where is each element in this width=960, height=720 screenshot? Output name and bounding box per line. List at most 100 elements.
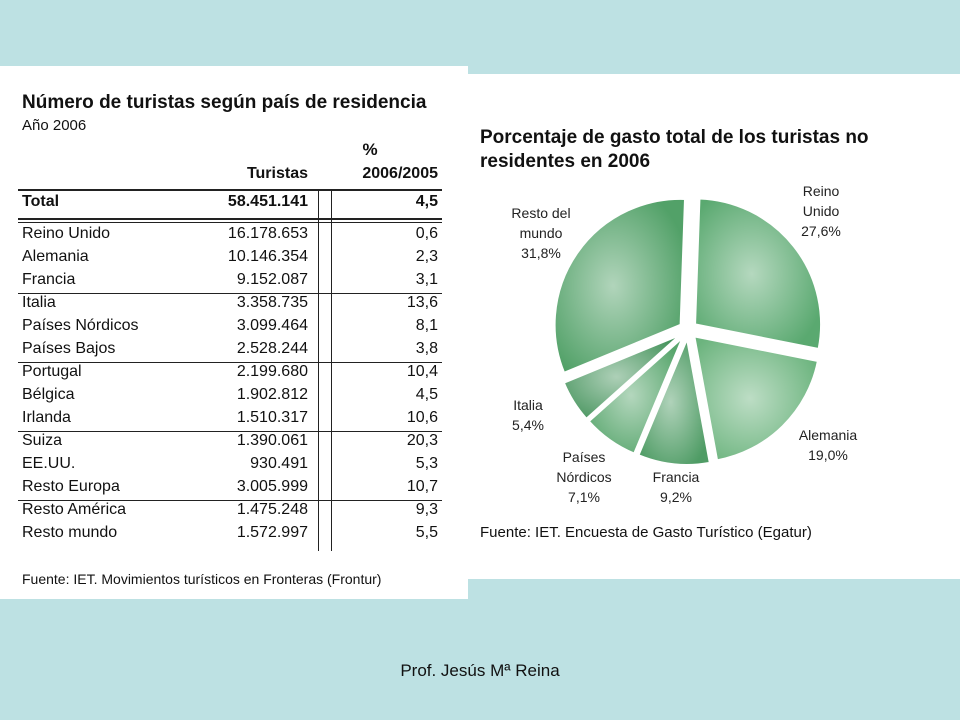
pie-slice-highlight	[638, 338, 710, 465]
pie-slice-label: Alemania 19,0%	[799, 427, 858, 463]
pie-slice-label-line: 5,4%	[512, 417, 544, 433]
chart-title: Porcentaje de gasto total de los turista…	[480, 127, 869, 172]
pie-slice-label: Resto del mundo 31,8%	[511, 205, 570, 261]
row-turistas: 2.199.680	[236, 363, 308, 380]
row-percent: 4,5	[415, 193, 438, 210]
column-header-percent: 2006/2005	[362, 165, 438, 182]
pie-slice-label-line: Países	[563, 449, 606, 465]
table-title: Número de turistas según país de residen…	[22, 92, 427, 113]
row-name: EE.UU.	[22, 455, 76, 472]
row-name: Reino Unido	[22, 225, 111, 242]
pie-slice-label-line: Reino	[803, 183, 840, 199]
row-name: Resto mundo	[22, 524, 118, 541]
table-row: Francia 9.152.087 3,1	[22, 271, 438, 294]
table-group-rule	[18, 500, 442, 501]
pie-chart: Reino Unido 27,6% Alemania 19,0% Francia 9,2% P…	[511, 183, 858, 505]
row-percent: 10,6	[406, 409, 438, 426]
table-row: Resto mundo 1.572.997 5,5	[22, 524, 438, 547]
table-subtitle: Año 2006	[22, 117, 87, 134]
table-row: Bélgica 1.902.812 4,5	[22, 386, 438, 409]
table-row: Reino Unido 16.178.653 0,6	[22, 225, 438, 248]
row-turistas: 10.146.354	[227, 248, 308, 265]
table-group-rule	[18, 362, 442, 363]
row-name: Total	[22, 193, 60, 210]
table-group-rule	[18, 293, 442, 294]
pie-slice-highlight	[554, 198, 686, 373]
row-percent: 5,5	[415, 524, 438, 541]
table-row: Portugal 2.199.680 10,4	[22, 363, 438, 386]
row-turistas: 1.475.248	[236, 501, 308, 518]
table-row: Irlanda 1.510.317 10,6	[22, 409, 438, 432]
row-percent: 10,7	[406, 478, 438, 495]
row-turistas: 2.528.244	[236, 340, 308, 357]
pie-slice-label: Italia 5,4%	[512, 397, 544, 433]
row-turistas: 9.152.087	[236, 271, 308, 288]
footer-author: Prof. Jesús Mª Reina	[400, 661, 560, 680]
table-row: Resto América 1.475.248 9,3	[22, 501, 438, 524]
row-name: Países Nórdicos	[22, 317, 139, 334]
row-turistas: 1.902.812	[236, 386, 308, 403]
table-source: Fuente: IET. Movimientos turísticos en F…	[22, 571, 382, 587]
row-name: Resto Europa	[22, 478, 120, 495]
row-percent: 2,3	[415, 248, 438, 265]
row-name: Bélgica	[22, 386, 75, 403]
table-panel	[0, 66, 468, 599]
pie-slice-label-line: 19,0%	[808, 447, 848, 463]
row-turistas: 58.451.141	[227, 193, 308, 210]
row-percent: 13,6	[406, 294, 438, 311]
row-turistas: 3.005.999	[236, 478, 308, 495]
row-turistas: 16.178.653	[227, 225, 308, 242]
table-row: Italia 3.358.735 13,6	[22, 294, 438, 317]
row-name: Italia	[22, 294, 56, 311]
table-total-rule	[18, 218, 442, 220]
row-percent: 9,3	[415, 501, 438, 518]
row-name: Alemania	[22, 248, 89, 265]
row-name: Francia	[22, 271, 76, 288]
pie-slice-label: Países Nórdicos 7,1%	[556, 449, 611, 505]
pie-slice-label-line: Unido	[803, 203, 840, 219]
pie-slice-label-line: mundo	[520, 225, 563, 241]
row-percent: 0,6	[415, 225, 438, 242]
row-percent: 10,4	[406, 363, 438, 380]
table-row: Suiza 1.390.061 20,3	[22, 432, 438, 455]
row-turistas: 3.358.735	[236, 294, 308, 311]
pie-slice-highlight	[563, 334, 681, 419]
table-group-rule	[18, 431, 442, 432]
pie-slice-label-line: Nórdicos	[556, 469, 611, 485]
table-row-total: Total 58.451.141 4,5	[22, 193, 438, 216]
pie-slice-label-line: Italia	[513, 397, 543, 413]
table-row: Países Nórdicos 3.099.464 8,1	[22, 317, 438, 340]
pie-slice-label-line: 9,2%	[660, 489, 692, 505]
chart-source: Fuente: IET. Encuesta de Gasto Turístico…	[480, 524, 812, 541]
pie-slice-highlight	[695, 198, 822, 350]
pie-slice-label-line: 7,1%	[568, 489, 600, 505]
table-total-rule-2	[18, 222, 442, 223]
pie-slice-label-line: 27,6%	[801, 223, 841, 239]
row-name: Irlanda	[22, 409, 71, 426]
pie-slice-highlight	[694, 336, 818, 461]
row-percent: 8,1	[415, 317, 438, 334]
row-turistas: 3.099.464	[236, 317, 308, 334]
row-turistas: 930.491	[250, 455, 308, 472]
column-header-turistas: Turistas	[246, 165, 308, 182]
row-percent: 3,8	[415, 340, 438, 357]
row-name: Portugal	[22, 363, 82, 380]
table-row: Países Bajos 2.528.244 3,8	[22, 340, 438, 363]
table-row: Alemania 10.146.354 2,3	[22, 248, 438, 271]
column-header-percent-symbol: %	[362, 140, 378, 159]
row-name: Resto América	[22, 501, 127, 518]
row-name: Países Bajos	[22, 340, 116, 357]
row-name: Suiza	[22, 432, 63, 449]
pie-slice-label-line: Resto del	[511, 205, 570, 221]
pie-slice-label: Reino Unido 27,6%	[801, 183, 841, 239]
pie-slice-label: Francia 9,2%	[653, 469, 700, 505]
table-row: Resto Europa 3.005.999 10,7	[22, 478, 438, 501]
pie-slice-label-line: 31,8%	[521, 245, 561, 261]
table-row: EE.UU. 930.491 5,3	[22, 455, 438, 478]
row-percent: 20,3	[406, 432, 438, 449]
row-turistas: 1.572.997	[236, 524, 308, 541]
row-turistas: 1.510.317	[236, 409, 308, 426]
row-turistas: 1.390.061	[236, 432, 308, 449]
table-header-rule	[18, 189, 442, 191]
row-percent: 4,5	[415, 386, 438, 403]
